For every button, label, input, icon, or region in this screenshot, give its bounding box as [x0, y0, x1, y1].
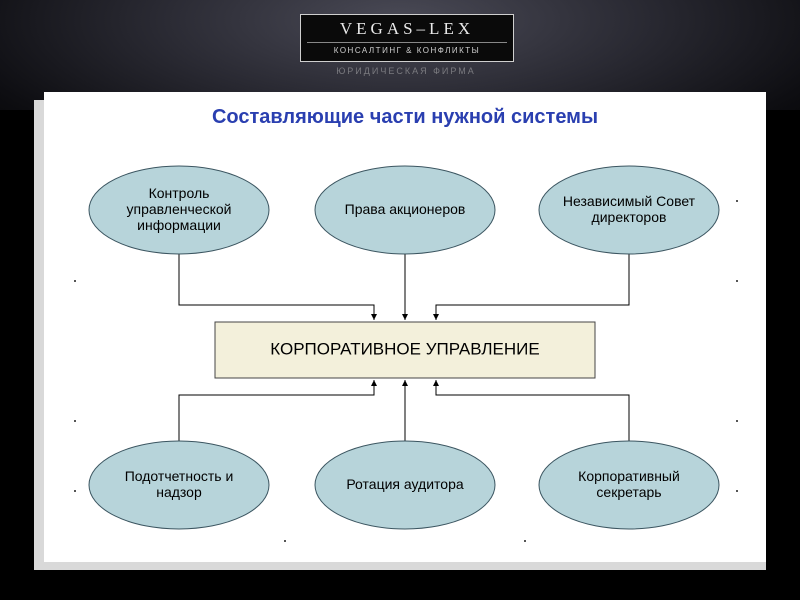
node-n1-label-line: Контроль	[149, 185, 210, 201]
slide-marker-dot	[284, 540, 286, 542]
edge-n4	[179, 380, 374, 441]
node-n3-label-line: Независимый Совет	[563, 193, 696, 209]
node-n4-label-line: надзор	[156, 484, 202, 500]
slide-marker-dot	[736, 200, 738, 202]
slide-title: Составляющие части нужной системы	[44, 106, 766, 129]
edge-n6	[436, 380, 629, 441]
brand-logo-tagline: ЮРИДИЧЕСКАЯ ФИРМА	[300, 66, 512, 76]
node-n3-label-line: директоров	[592, 209, 667, 225]
brand-logo-main: VEGAS–LEX	[307, 19, 507, 39]
edge-n1	[179, 254, 374, 320]
diagram: КОРПОРАТИВНОЕ УПРАВЛЕНИЕ Контрольуправлен…	[44, 140, 766, 560]
slide-marker-dot	[74, 490, 76, 492]
slide-marker-dot	[736, 280, 738, 282]
node-n1-label-line: управленческой	[127, 201, 232, 217]
node-n2-label-line: Права акционеров	[345, 201, 466, 217]
brand-logo: VEGAS–LEX КОНСАЛТИНГ & КОНФЛИКТЫ	[300, 14, 514, 62]
node-n2-label: Права акционеров	[345, 201, 466, 217]
slide-card: Составляющие части нужной системы КОРПОР…	[44, 92, 766, 562]
node-n4-label-line: Подотчетность и	[125, 468, 234, 484]
slide-marker-dot	[74, 420, 76, 422]
stage: VEGAS–LEX КОНСАЛТИНГ & КОНФЛИКТЫ ЮРИДИЧЕ…	[0, 0, 800, 600]
slide-marker-dot	[74, 280, 76, 282]
slide-marker-dot	[524, 540, 526, 542]
node-n1-label-line: информации	[137, 217, 221, 233]
brand-logo-sub: КОНСАЛТИНГ & КОНФЛИКТЫ	[307, 42, 507, 55]
center-node-label: КОРПОРАТИВНОЕ УПРАВЛЕНИЕ	[270, 339, 539, 358]
node-n5-label: Ротация аудитора	[346, 476, 464, 492]
node-n6-label-line: Корпоративный	[578, 468, 680, 484]
edge-n3	[436, 254, 629, 320]
node-n6-label-line: секретарь	[596, 484, 661, 500]
node-n5-label-line: Ротация аудитора	[346, 476, 464, 492]
slide-marker-dot	[736, 420, 738, 422]
slide-marker-dot	[736, 490, 738, 492]
